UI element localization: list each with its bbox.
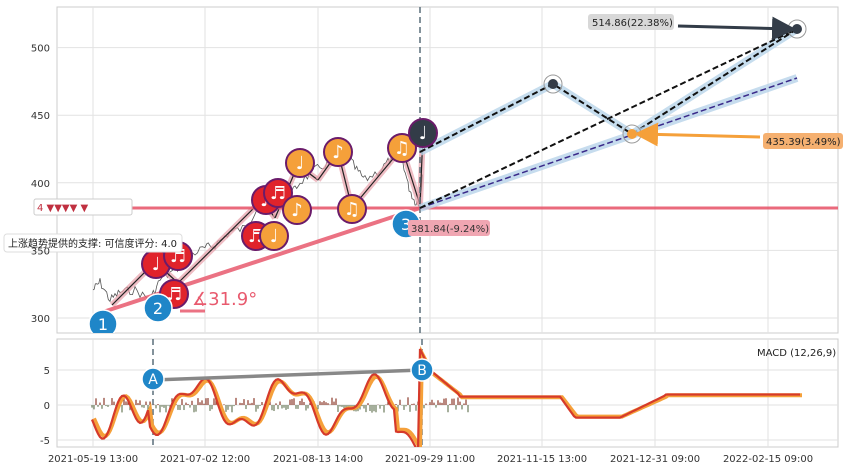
pattern-badge: 4 ▼▼▼▼ ▼ [33, 198, 133, 216]
wave-point-2: 2 [143, 293, 173, 323]
forecast-mid-label: 435.39(3.49%) [763, 133, 843, 149]
x-tick: 2021-11-15 13:00 [497, 454, 587, 465]
price-panel [56, 6, 839, 334]
forecast-fan-line [419, 28, 798, 209]
signal-marker-glyph: ♩ [152, 254, 161, 275]
signal-marker-10: ♫ [337, 194, 367, 224]
x-axis-ticks: 2021-05-19 13:00 2021-07-02 12:00 2021-08-… [48, 454, 813, 465]
svg-text:514.86(22.38%): 514.86(22.38%) [592, 18, 673, 29]
signal-marker-glyph: ♩ [296, 153, 305, 174]
forecast-upper-path [419, 28, 798, 153]
divergence-point-b: B [410, 358, 434, 382]
wave-point-1: 1 [88, 309, 118, 334]
signal-marker-7: ♪ [282, 195, 312, 225]
zigzag-segment-2 [177, 199, 263, 284]
divergence-line [152, 368, 423, 382]
wave-point-3-label: 3 [401, 215, 411, 234]
signal-marker-8: ♩ [285, 148, 315, 178]
signal-marker-glyph: ♫ [394, 138, 410, 159]
wave-point-1-label: 1 [98, 315, 108, 334]
macd-y-tick: -5 [40, 436, 50, 447]
signal-marker-glyph: ♫ [344, 199, 360, 220]
price-y-tick: 400 [31, 179, 50, 190]
signal-marker-4: ♩ [259, 221, 289, 251]
support-value-label: 381.84(-9.24%) [408, 220, 490, 236]
macd-line [90, 348, 800, 447]
price-y-ticks: 300 350 400 450 500 [31, 44, 50, 325]
signal-marker-glyph: ♬ [270, 183, 286, 204]
macd-y-ticks: -5 0 5 [40, 366, 50, 447]
forecast-mid-arrow [634, 122, 761, 147]
signal-marker-glyph: ♪ [332, 142, 344, 163]
price-y-tick: 500 [31, 44, 50, 55]
price-y-tick: 450 [31, 111, 50, 122]
wave-point-2-label: 2 [153, 299, 163, 318]
macd-panel [56, 338, 839, 448]
svg-text:381.84(-9.24%): 381.84(-9.24%) [411, 224, 489, 235]
signal-marker-11: ♫ [387, 133, 417, 163]
trend-note: 上涨趋势提供的支撑: 可信度评分: 4.0 [3, 233, 183, 253]
signal-marker-6: ♬ [263, 178, 293, 208]
macd-title: MACD (12,26,9) [757, 348, 836, 359]
macd-y-tick: 0 [44, 401, 50, 412]
x-tick: 2021-07-02 12:00 [160, 454, 250, 465]
forecast-point-1 [543, 74, 563, 94]
signal-marker-9: ♪ [323, 137, 353, 167]
x-tick: 2022-02-15 09:00 [723, 454, 813, 465]
price-y-tick: 300 [31, 314, 50, 325]
signal-marker-12: ♩ [408, 118, 438, 148]
svg-text:B: B [417, 363, 427, 379]
forecast-lower-path [419, 77, 798, 209]
signal-markers: ♩♬♬♬♩♪♬♪♩♪♫♫♩ [141, 118, 438, 309]
x-tick: 2021-05-19 13:00 [48, 454, 138, 465]
divergence-point-a: A [141, 367, 165, 391]
svg-text:上涨趋势提供的支撑: 可信度评分: 4.0: 上涨趋势提供的支撑: 可信度评分: 4.0 [8, 237, 177, 250]
x-tick: 2021-08-13 14:00 [273, 454, 363, 465]
price-y-tick: 350 [31, 246, 50, 257]
macd-y-tick: 5 [44, 366, 50, 377]
svg-text:435.39(3.49%): 435.39(3.49%) [766, 137, 841, 148]
angle-label: ∡31.9° [192, 289, 257, 310]
svg-text:4 ▼▼▼▼ ▼: 4 ▼▼▼▼ ▼ [37, 203, 88, 214]
signal-marker-glyph: ♩ [419, 123, 428, 144]
svg-text:A: A [148, 372, 158, 388]
x-tick: 2021-12-31 09:00 [610, 454, 700, 465]
x-tick: 2021-09-29 11:00 [385, 454, 475, 465]
forecast-high-label: 514.86(22.38%) [588, 14, 674, 30]
signal-marker-glyph: ♪ [291, 200, 303, 221]
signal-marker-glyph: ♩ [270, 226, 279, 247]
forecast-high-arrow [677, 16, 796, 41]
